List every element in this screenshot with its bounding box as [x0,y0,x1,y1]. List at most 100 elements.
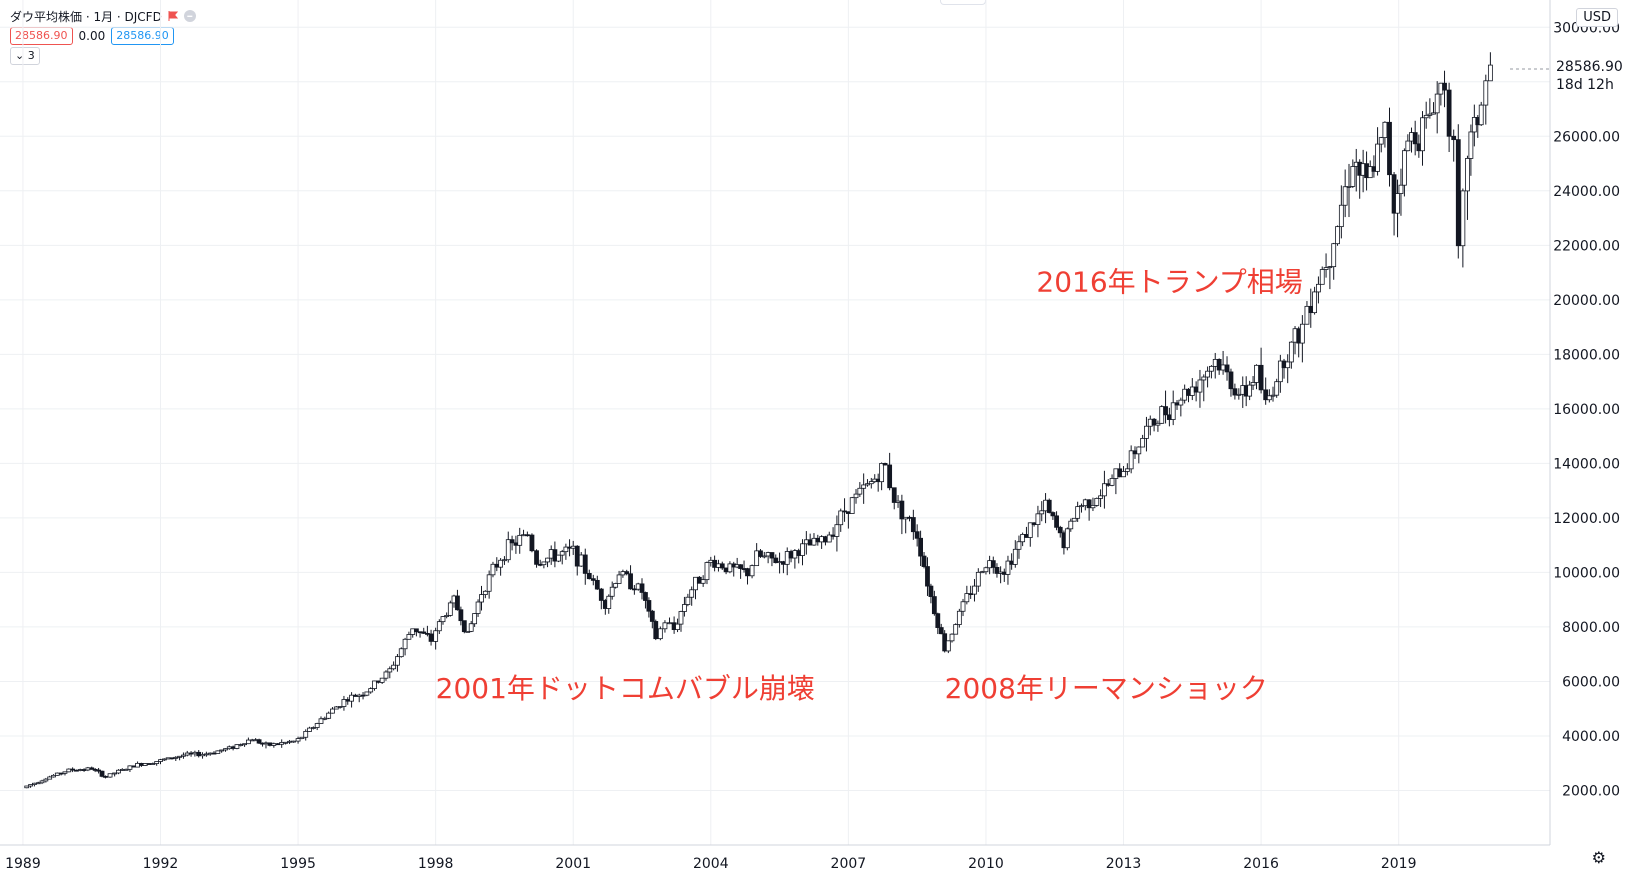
candle-body [154,761,160,764]
candle-body [1487,64,1493,82]
candle-body [685,596,691,605]
candle-body [1189,386,1195,396]
candle-body [1109,478,1115,486]
candle-body [678,611,684,625]
candle-body [975,571,981,587]
price-axis[interactable]: 2000.00 4000.00 6000.00 8000.00 10000.00 1200… [1553,20,1620,799]
candle-body [853,493,859,499]
gear-icon[interactable]: ⚙ [1591,848,1606,867]
candle-body [1151,418,1157,426]
x-tick-label: 2016 [1243,856,1279,872]
candle-body [391,664,397,670]
candle-body [1186,388,1191,396]
candle-body [803,539,809,545]
candle-body [207,752,213,755]
candle-body [1312,291,1317,314]
candle-body [1277,360,1283,383]
candle-body [1427,113,1433,116]
candle-body [594,579,600,590]
candle-body [81,769,87,771]
candle-body [486,574,492,592]
candle-body [31,782,37,785]
flag-icon[interactable] [168,11,178,21]
candle-body [383,671,389,679]
candle-body [1155,422,1161,426]
candle-body [169,757,175,760]
candle-body [1212,358,1218,367]
candle-body [891,487,897,503]
candle-body [1254,364,1259,383]
candle-body [845,511,851,514]
candle-body [1446,89,1452,137]
candle-body [646,600,652,612]
currency-label[interactable]: USD [1576,8,1618,27]
y-tick-label: 4000.00 [1562,729,1620,745]
candle-body [465,630,471,633]
candle-body [953,624,959,635]
candle-body [578,554,584,567]
candle-body [811,537,817,546]
candle-body [1166,414,1172,420]
change-value: 0.00 [78,29,106,43]
candle-body [719,563,725,569]
candle-body [161,758,167,761]
candle-body [1478,104,1484,126]
y-tick-label: 8000.00 [1562,620,1620,636]
candle-body [712,559,718,568]
candle-body [972,585,977,595]
candle-body [395,656,400,666]
candle-body [945,640,951,652]
candle-body [406,634,412,640]
candle-body [1136,446,1142,455]
candle-body [482,590,488,595]
candle-body [704,562,710,581]
symbol-title[interactable]: ダウ平均株価 · 1月 · DJCFD [10,9,162,24]
candle-body [1483,80,1489,106]
candle-body [590,578,596,581]
candle-body [314,723,320,728]
collapse-indicators-button[interactable]: ⌄ 3 [10,47,40,65]
candle-body [1405,140,1411,152]
candle-body [1367,166,1373,179]
candle-body [616,574,622,584]
candle-body [77,769,83,771]
candle-body [47,776,53,780]
candle-body [979,571,985,574]
candle-body [1451,135,1457,141]
candle-body [662,622,668,630]
candle-body [830,534,836,537]
candle-body [1420,117,1425,152]
candle-body [1201,376,1207,381]
x-tick-label: 2019 [1381,856,1417,872]
candle-body [223,748,228,751]
candle-body [1387,121,1392,176]
candle-body [861,484,867,489]
candle-body [868,481,874,485]
candle-body [1382,121,1388,139]
candle-body [700,579,706,584]
time-axis[interactable]: 1989 1992 1995 1998 2001 2004 2007 2010 2013 2016… [5,856,1416,872]
y-tick-label: 10000.00 [1553,565,1620,581]
candle-body [1027,522,1033,538]
candle-body [135,762,140,768]
candle-body [238,744,244,746]
candle-body [196,751,202,757]
chart-annotation: 2016年トランプ相場 [1036,266,1302,299]
candle-body [1128,450,1134,470]
candle-body [556,554,561,562]
candle-body [1335,226,1340,245]
candle-body [1193,386,1199,393]
candle-body [754,550,760,567]
candle-body [524,534,530,537]
candle-body [935,613,941,628]
candle-body [606,595,612,609]
candle-body [643,592,648,601]
candle-body [1319,269,1325,285]
candle-body [598,588,604,601]
candle-body [468,623,474,632]
x-tick-label: 2007 [831,856,867,872]
candle-body [226,746,232,750]
candle-body [479,594,484,603]
remove-icon[interactable]: ━ [183,10,196,22]
